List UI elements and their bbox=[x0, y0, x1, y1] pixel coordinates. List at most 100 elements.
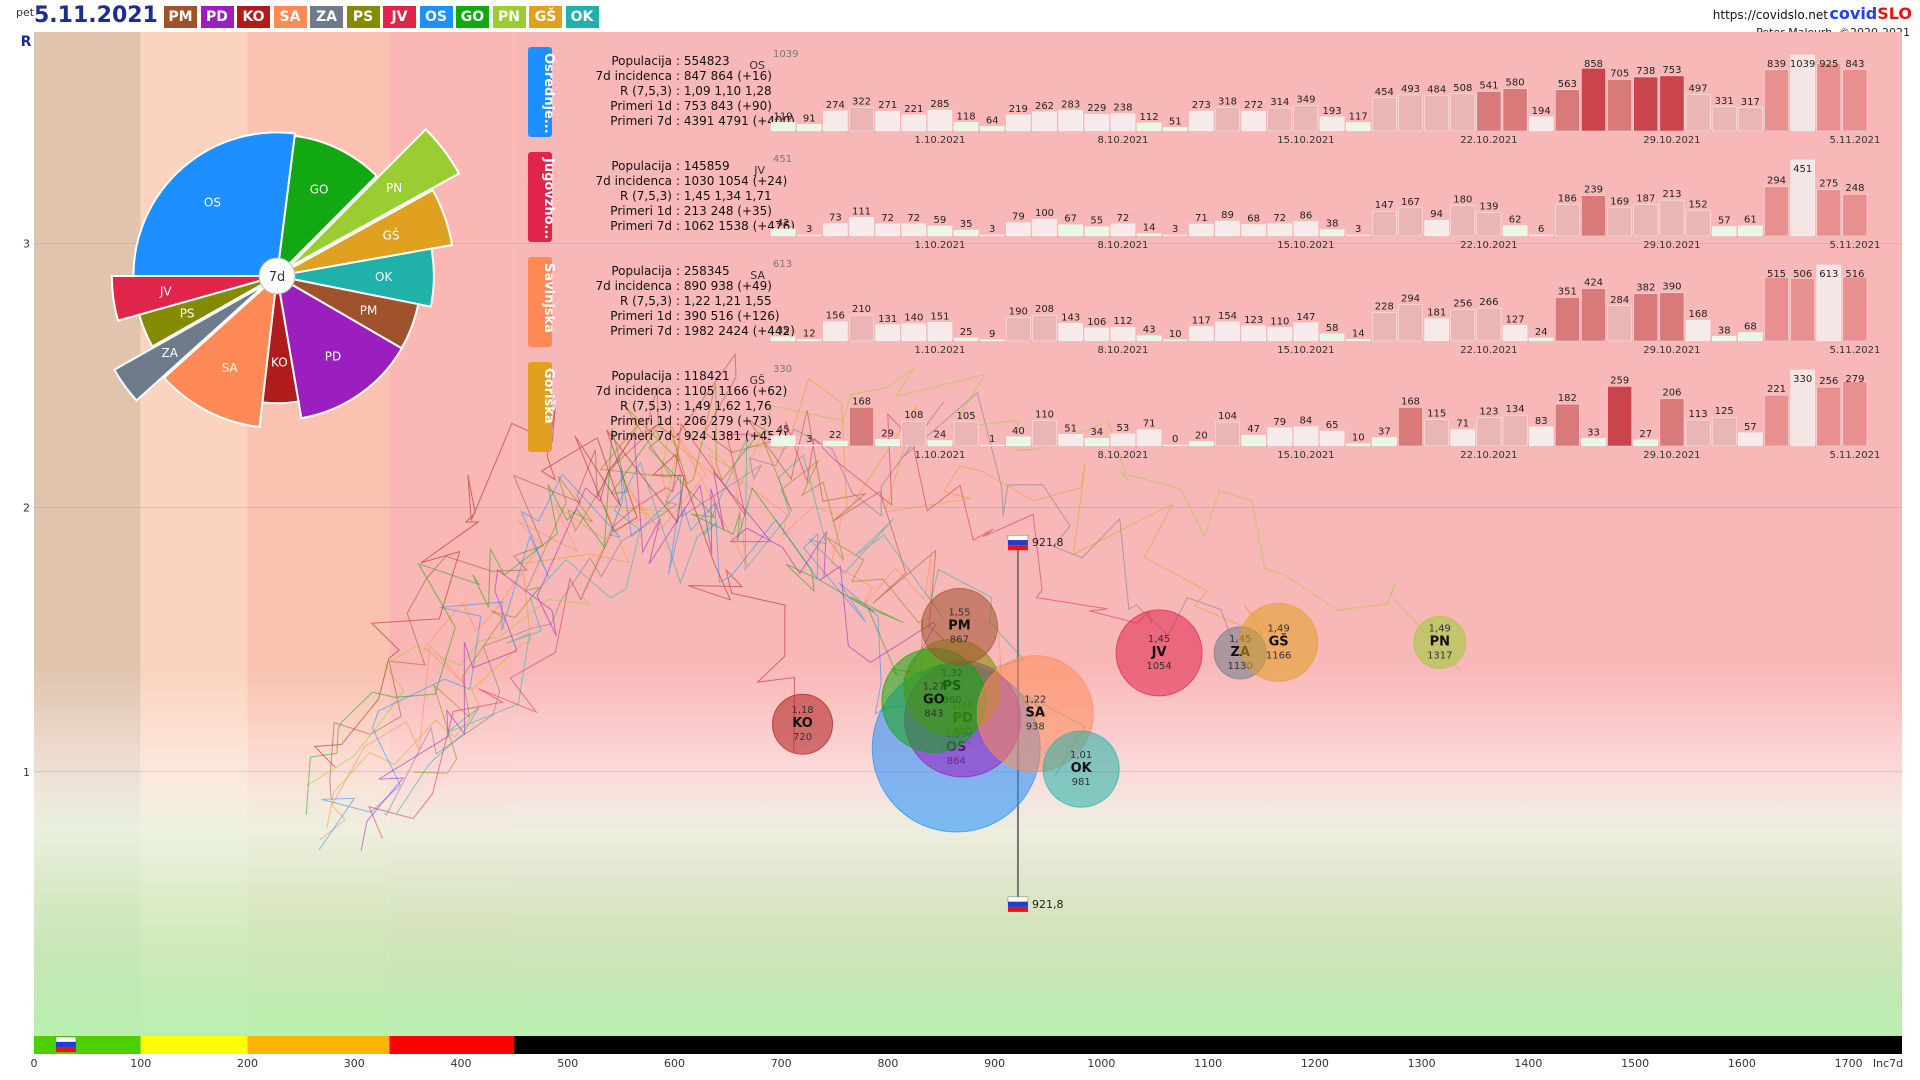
panel-bar bbox=[1738, 432, 1763, 447]
panel-bar bbox=[1555, 89, 1580, 132]
panel-bar bbox=[1633, 204, 1659, 237]
panel-bar bbox=[1842, 69, 1868, 132]
site-url[interactable]: https://covidslo.net bbox=[1712, 8, 1828, 22]
x-tick-label: 1300 bbox=[1408, 1057, 1436, 1070]
weekday: pet bbox=[16, 6, 35, 19]
panel-bar bbox=[1058, 110, 1083, 132]
panel-bar-label: 3 bbox=[1355, 224, 1361, 235]
panel-bar bbox=[1398, 207, 1423, 237]
panel-bar bbox=[1267, 327, 1293, 342]
region-button-za[interactable]: ZA bbox=[310, 6, 343, 28]
panel-bar bbox=[927, 109, 953, 132]
y-tick-label: 1 bbox=[23, 766, 30, 779]
region-button-pm[interactable]: PM bbox=[164, 6, 197, 28]
x-tick-label: 1200 bbox=[1301, 1057, 1329, 1070]
panel-bar-label: 3 bbox=[989, 224, 995, 235]
region-button-ko[interactable]: KO bbox=[237, 6, 270, 28]
panel-bar bbox=[1319, 430, 1345, 447]
panel-bar-label: 271 bbox=[878, 100, 897, 111]
bubble-r-value: 1,18 bbox=[791, 705, 813, 716]
x-tick-label: 0 bbox=[31, 1057, 38, 1070]
panel-bar-label: 180 bbox=[1453, 195, 1472, 206]
panel-bar bbox=[1136, 335, 1162, 342]
panel-bar bbox=[1162, 339, 1188, 342]
panel-bar-label: 73 bbox=[829, 213, 842, 224]
panel-bar bbox=[1032, 420, 1057, 447]
region-tab bbox=[528, 362, 552, 452]
bubble-r-value: 1,49 bbox=[1267, 623, 1289, 634]
region-button-go[interactable]: GO bbox=[456, 6, 489, 28]
region-button-pd[interactable]: PD bbox=[200, 6, 234, 28]
panel-bar bbox=[1293, 221, 1319, 237]
region-button-sa[interactable]: SA bbox=[273, 6, 307, 28]
panel-date-label: 29.10.2021 bbox=[1643, 345, 1700, 356]
pie-slice-label: PN bbox=[386, 181, 402, 195]
stat-label: 7d incidenca bbox=[596, 69, 673, 83]
panel-bar bbox=[1711, 226, 1737, 237]
flag-blue bbox=[1007, 540, 1028, 546]
panel-bar bbox=[1764, 186, 1789, 237]
bubble-code: KO bbox=[792, 716, 813, 731]
stat-value: : 890 938 (+49) bbox=[676, 279, 772, 293]
panel-bar bbox=[1319, 116, 1345, 132]
panel-bar bbox=[1502, 325, 1528, 342]
region-tab bbox=[528, 152, 552, 242]
panel-bar bbox=[1528, 116, 1554, 132]
panel-bar-label: 451 bbox=[1793, 164, 1812, 175]
region-tab bbox=[528, 47, 552, 137]
panel-bar-label: 84 bbox=[1300, 416, 1313, 427]
panel-bar-label: 317 bbox=[1741, 97, 1760, 108]
panel-bar-label: 151 bbox=[930, 311, 949, 322]
top-bar: pet 5.11.2021 PM PD KO SA ZA PS JV OS GO PN GŠ OK h… bbox=[0, 0, 1920, 39]
bubble-r-value: 1,45 bbox=[1148, 634, 1170, 645]
region-button-os[interactable]: OS bbox=[419, 6, 453, 28]
panel-bar bbox=[1424, 318, 1449, 342]
panel-bar-label: 168 bbox=[852, 396, 871, 407]
panel-bar bbox=[953, 229, 979, 237]
stat-label: Primeri 7d bbox=[610, 324, 672, 338]
panel-bar bbox=[1790, 278, 1815, 342]
region-button-pn[interactable]: PN bbox=[492, 6, 526, 28]
panel-max-label: 451 bbox=[773, 154, 792, 165]
panel-bar-label: 219 bbox=[1009, 104, 1028, 115]
panel-bar-label: 259 bbox=[1610, 375, 1629, 386]
panel-bar bbox=[1241, 110, 1266, 132]
panel-date-label: 1.10.2021 bbox=[914, 135, 965, 146]
bubble-inc-value: 1166 bbox=[1266, 650, 1291, 661]
region-button-ps[interactable]: PS bbox=[346, 6, 380, 28]
panel-bar bbox=[901, 223, 927, 237]
panel-bar bbox=[1084, 226, 1110, 237]
panel-bar bbox=[1267, 427, 1293, 447]
bubble-code: SA bbox=[1026, 706, 1045, 721]
trajectory-ps bbox=[413, 383, 945, 774]
panel-bar bbox=[927, 322, 953, 342]
region-button-jv[interactable]: JV bbox=[383, 6, 416, 28]
panel-bar-label: 182 bbox=[1558, 393, 1577, 404]
stat-label: R (7,5,3) bbox=[620, 84, 672, 98]
panel-date-label: 8.10.2021 bbox=[1097, 240, 1148, 251]
panel-bar bbox=[796, 124, 822, 132]
panel-bar bbox=[1006, 317, 1031, 342]
bubbles: 1,09OS8641,20PD8701,32PS8601,27GO8431,22… bbox=[772, 587, 1467, 833]
site-logo[interactable]: covidSLO bbox=[1829, 4, 1912, 23]
panel-bar bbox=[1189, 110, 1214, 132]
pie-slice-za bbox=[112, 283, 267, 402]
panel-bar bbox=[1215, 107, 1240, 132]
panel-bar bbox=[979, 126, 1005, 132]
x-tick-label: 900 bbox=[984, 1057, 1005, 1070]
panel-bar-label: 72 bbox=[881, 213, 894, 224]
panel-bar bbox=[1293, 426, 1319, 447]
panel-bar-label: 181 bbox=[1427, 308, 1446, 319]
panel-bar-label: 106 bbox=[1087, 317, 1106, 328]
panel-bar-label: 262 bbox=[1035, 101, 1054, 112]
region-button-gš[interactable]: GŠ bbox=[529, 6, 562, 28]
panel-bar bbox=[1450, 93, 1476, 132]
panel-bar bbox=[1476, 212, 1502, 237]
panel-bar-label: 42 bbox=[777, 218, 790, 229]
panel-bar bbox=[1476, 307, 1502, 342]
panel-bar-label: 147 bbox=[1296, 312, 1315, 323]
region-button-ok[interactable]: OK bbox=[565, 6, 599, 28]
pie-slice-label: KO bbox=[271, 356, 288, 370]
panel-bar-label: 221 bbox=[904, 104, 923, 115]
